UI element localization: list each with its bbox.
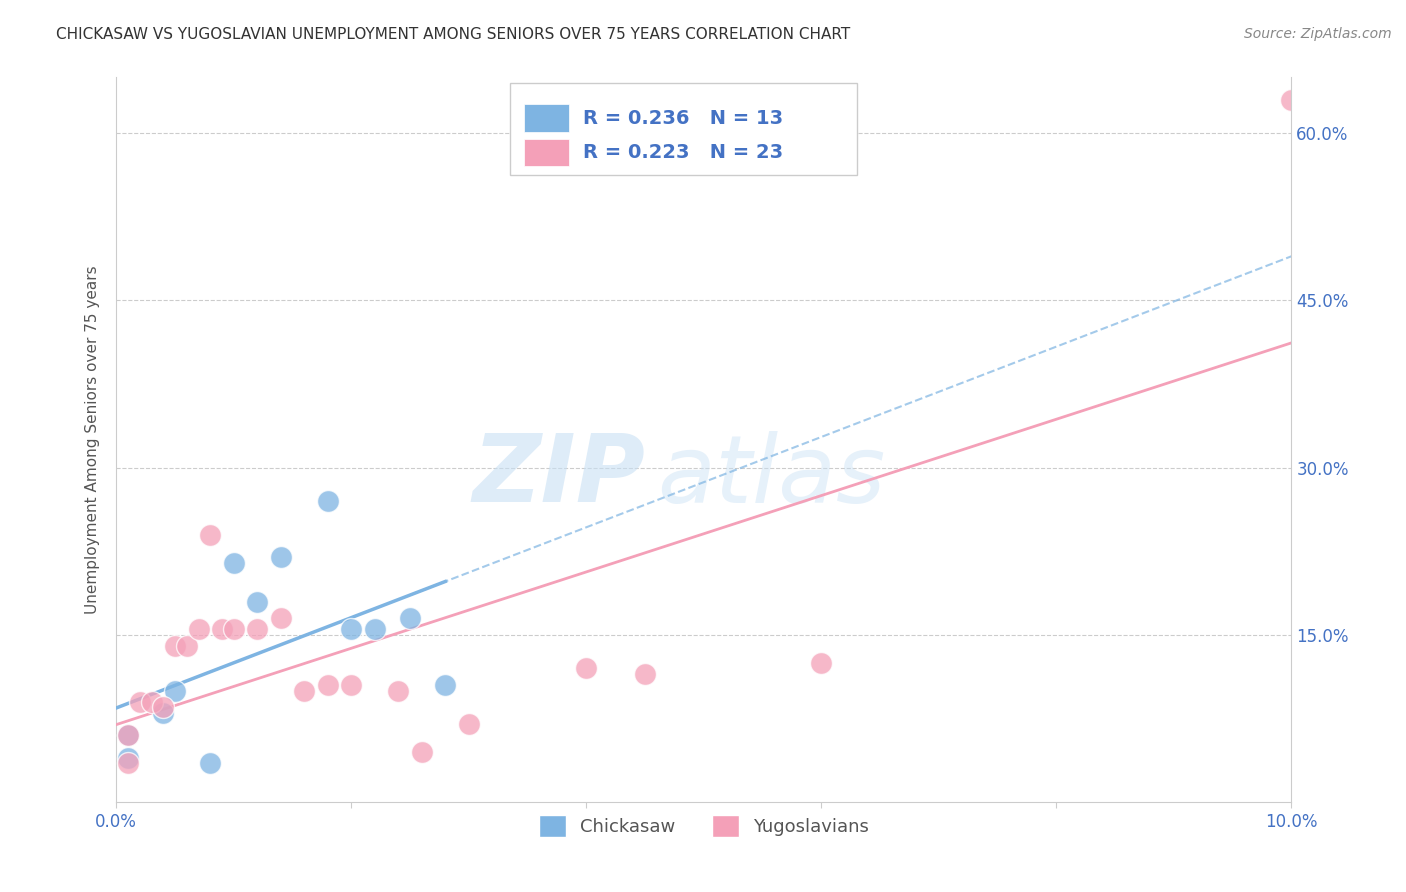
Point [117,756,139,771]
Text: R = 0.236   N = 13: R = 0.236 N = 13 [583,109,783,128]
Point [152,700,174,714]
Point [316,494,339,508]
Point [222,623,245,637]
Point [399,611,422,625]
Point [270,611,292,625]
FancyBboxPatch shape [524,138,568,166]
Point [457,717,479,731]
Point [292,683,315,698]
Y-axis label: Unemployment Among Seniors over 75 years: Unemployment Among Seniors over 75 years [86,266,100,615]
FancyBboxPatch shape [524,104,568,132]
Point [364,623,387,637]
Point [246,594,269,608]
Point [434,678,457,692]
Point [117,750,139,764]
Point [270,549,292,564]
Point [387,683,409,698]
Point [141,695,163,709]
Point [200,527,222,541]
Legend: Chickasaw, Yugoslavians: Chickasaw, Yugoslavians [531,807,876,844]
Point [152,706,174,720]
Point [340,623,363,637]
Point [117,728,139,742]
Point [575,661,598,675]
Point [1281,93,1303,107]
Text: CHICKASAW VS YUGOSLAVIAN UNEMPLOYMENT AMONG SENIORS OVER 75 YEARS CORRELATION CH: CHICKASAW VS YUGOSLAVIAN UNEMPLOYMENT AM… [56,27,851,42]
Point [200,756,222,771]
Point [810,656,832,670]
Point [117,728,139,742]
Point [340,678,363,692]
Point [634,667,657,681]
Point [163,683,186,698]
Text: Source: ZipAtlas.com: Source: ZipAtlas.com [1244,27,1392,41]
FancyBboxPatch shape [510,83,856,176]
Point [211,623,233,637]
Text: R = 0.223   N = 23: R = 0.223 N = 23 [583,143,783,161]
Point [246,623,269,637]
Text: atlas: atlas [657,431,886,522]
Point [411,745,433,759]
Point [163,639,186,653]
Point [176,639,198,653]
Text: ZIP: ZIP [472,430,645,522]
Point [187,623,209,637]
Point [128,695,150,709]
Point [316,678,339,692]
Point [222,556,245,570]
